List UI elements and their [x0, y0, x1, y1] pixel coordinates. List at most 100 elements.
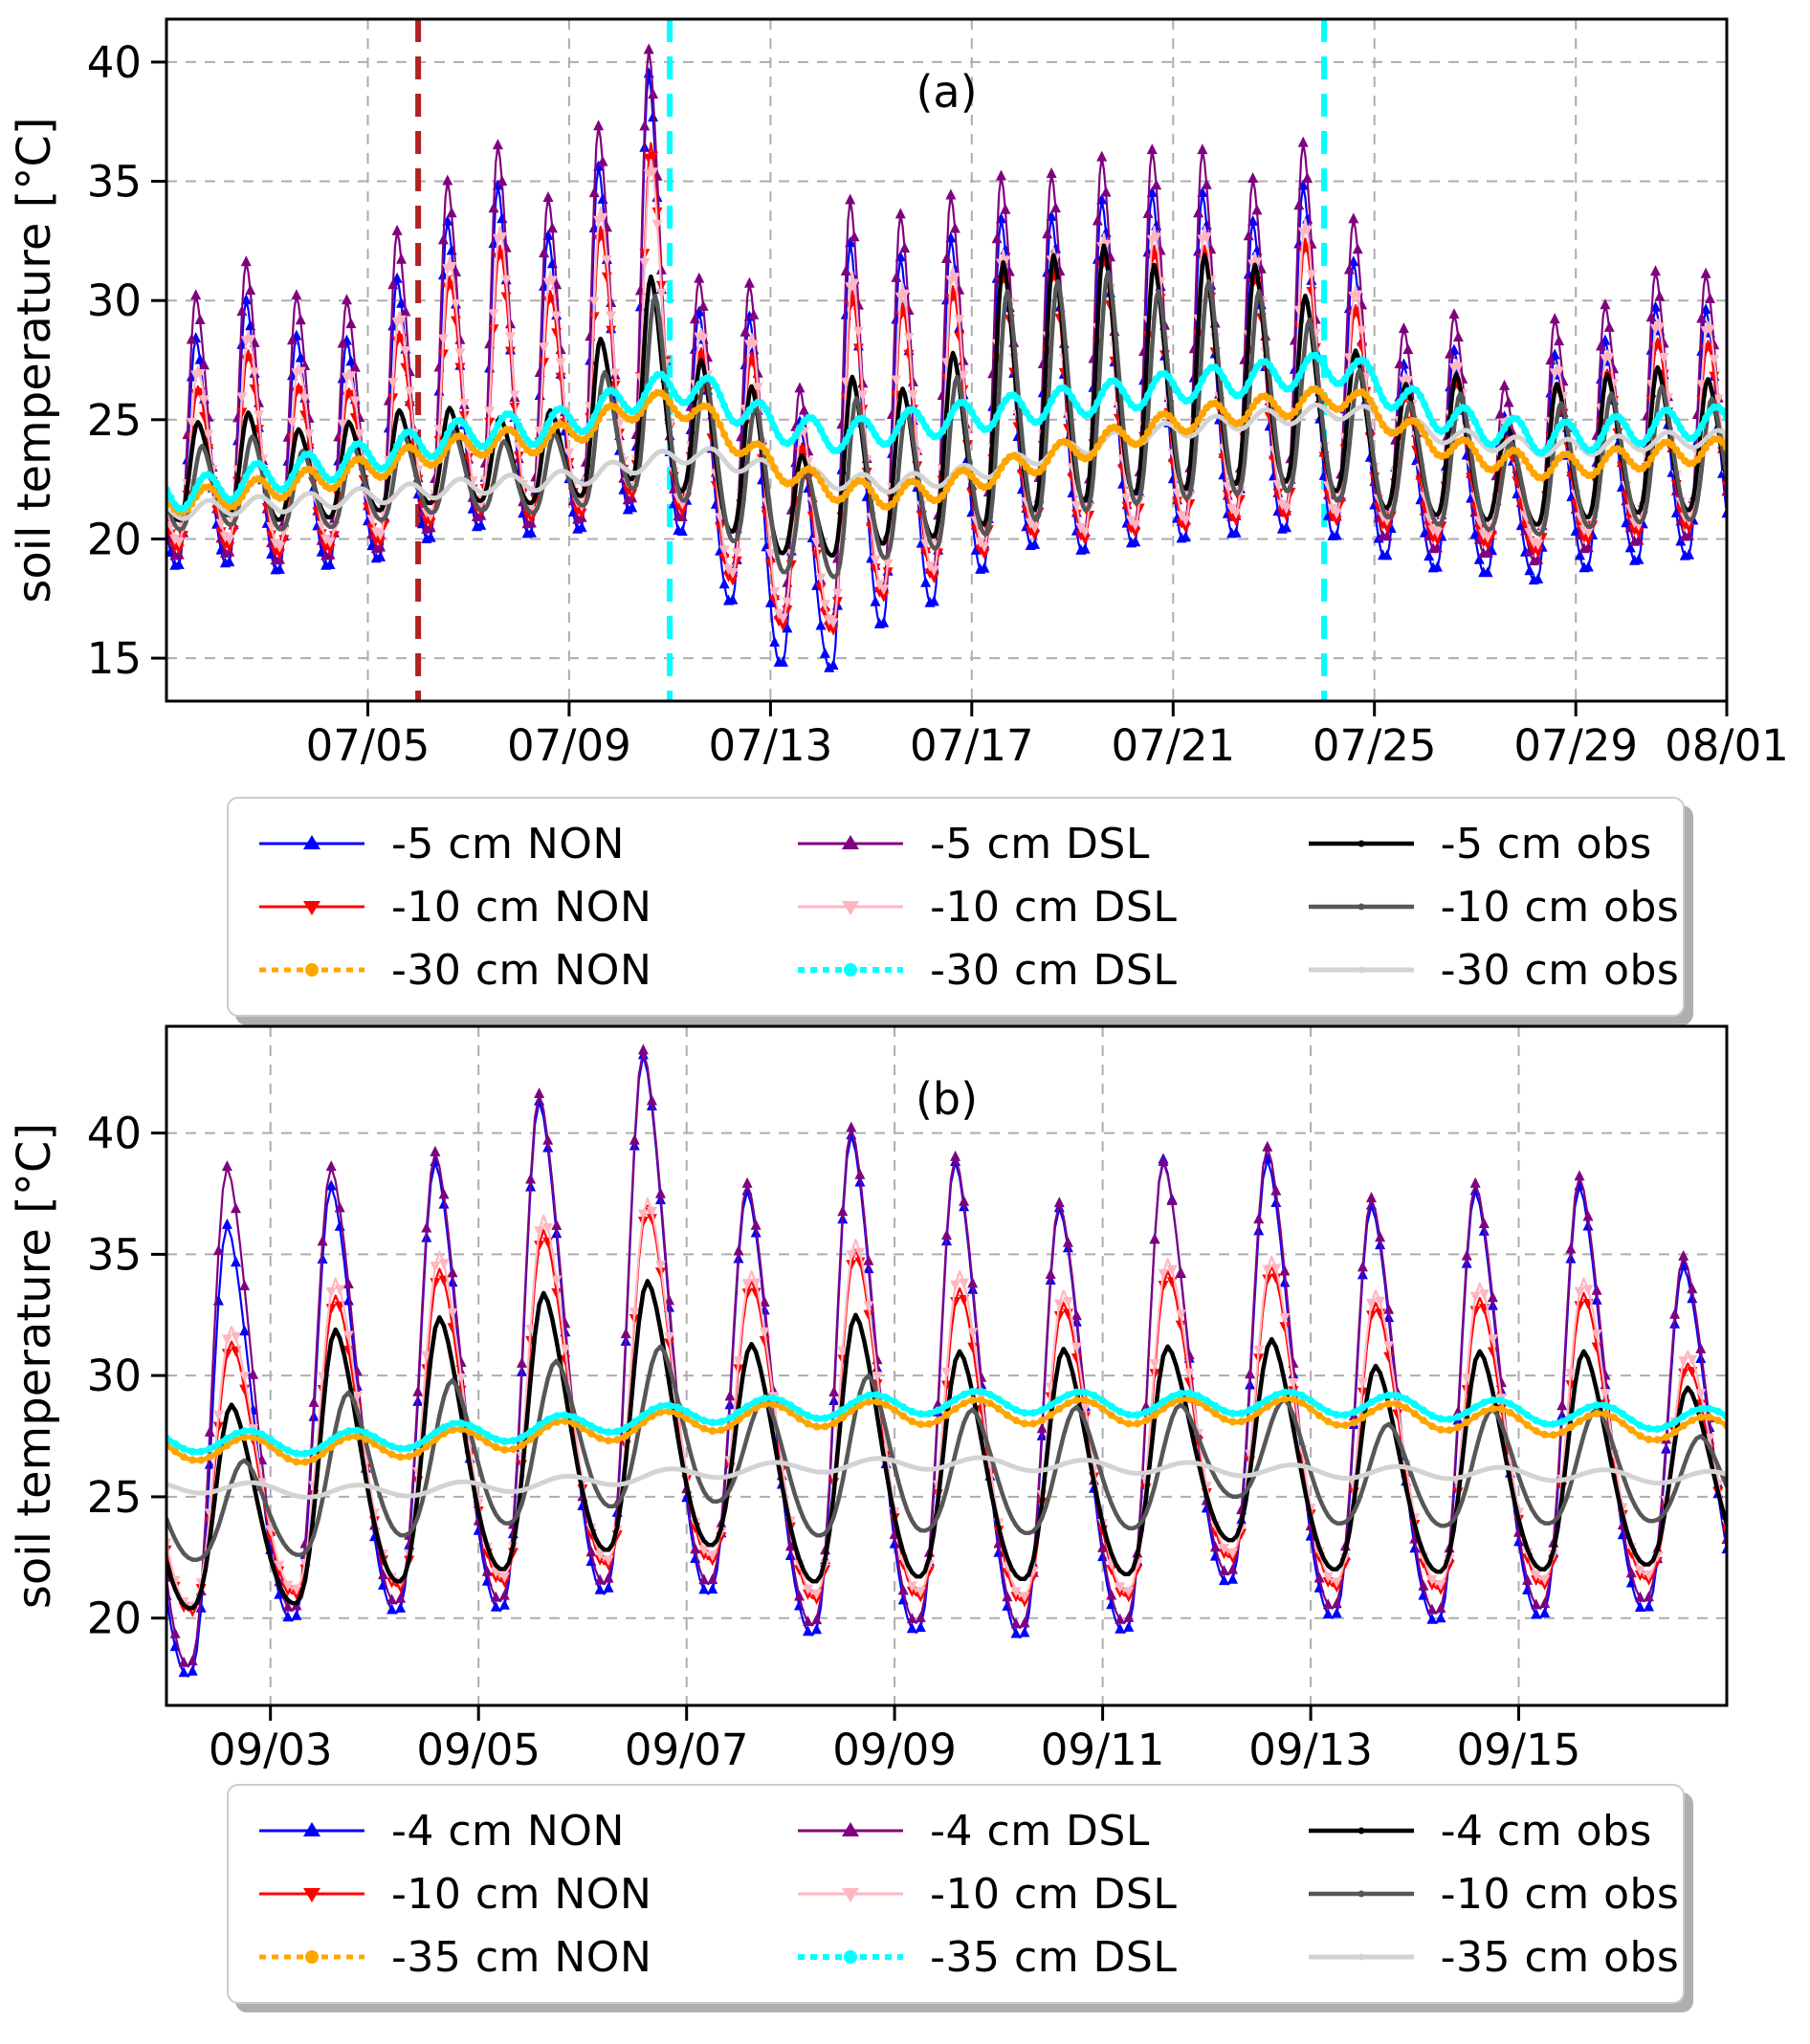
legend-sample-10-cm-dsl — [798, 1888, 904, 1902]
y-tick-label: 25 — [87, 395, 142, 446]
x-tick-label: 09/03 — [209, 1725, 333, 1775]
legend-panel-a: -5 cm NON -5 cm DSL -5 cm obs -10 cm NON -10… — [227, 797, 1685, 1017]
legend-item-35-cm-non: -35 cm NON — [255, 1933, 794, 1982]
dot-icon — [1358, 966, 1365, 974]
series-group — [166, 43, 1727, 672]
tick-marks — [151, 1132, 1520, 1721]
triangle-up-icon — [842, 835, 860, 849]
x-tick-label: 09/05 — [416, 1725, 541, 1775]
legend-label: -5 cm obs — [1440, 819, 1652, 868]
legend-item-35-cm-dsl: -35 cm DSL — [794, 1933, 1305, 1982]
legend-item-10-cm-obs: -10 cm obs — [1305, 883, 1679, 932]
series-line-4-cm-dsl — [166, 1049, 1727, 1668]
legend-item-4-cm-dsl: -4 cm DSL — [794, 1807, 1305, 1856]
series-line-4-cm-obs — [166, 1279, 1727, 1611]
legend-item-5-cm-dsl: -5 cm DSL — [794, 820, 1305, 868]
legend-sample-10-cm-obs — [1308, 1890, 1414, 1898]
legend-panel-b: -4 cm NON -4 cm DSL -4 cm obs -10 cm NON -10… — [227, 1784, 1685, 2004]
y-tick-label: 25 — [87, 1472, 142, 1523]
legend-sample-10-cm-dsl — [798, 901, 904, 915]
legend-label: -4 cm DSL — [930, 1806, 1150, 1856]
tick-labels: 07/05 07/09 07/13 07/17 07/21 07/25 07/29 08/01… — [87, 37, 1789, 771]
legend-label: -10 cm obs — [1440, 882, 1680, 932]
plot-border — [165, 1024, 1729, 1707]
x-tick-label: 07/05 — [306, 720, 430, 771]
dot-icon — [1358, 903, 1365, 911]
triangle-down-icon — [303, 1888, 320, 1902]
circle-icon — [844, 1950, 858, 1964]
panel-title: (a) — [916, 66, 977, 118]
legend-sample-30-cm-dsl — [798, 963, 904, 977]
x-tick-label: 07/25 — [1313, 720, 1437, 771]
x-tick-label: 07/09 — [507, 720, 631, 771]
y-tick-label: 35 — [87, 1229, 142, 1280]
triangle-up-icon — [842, 1822, 860, 1836]
dot-icon — [1358, 1890, 1365, 1898]
legend-label: -5 cm NON — [391, 819, 625, 868]
legend-sample-5-cm-non — [259, 835, 364, 849]
dot-icon — [1358, 1827, 1365, 1835]
legend-sample-4-cm-obs — [1308, 1827, 1414, 1835]
legend-label: -35 cm DSL — [930, 1932, 1178, 1982]
y-tick-label: 20 — [87, 515, 142, 565]
legend-sample-30-cm-obs — [1308, 966, 1414, 974]
x-tick-label: 09/15 — [1457, 1725, 1581, 1775]
series-markers-30-cm-non — [166, 385, 1727, 516]
x-tick-label: 08/01 — [1665, 720, 1789, 771]
y-axis-label: soil temperature [°C] — [8, 1123, 61, 1609]
legend-label: -10 cm NON — [391, 1869, 652, 1919]
triangle-up-icon — [303, 1822, 320, 1836]
legend-label: -30 cm obs — [1440, 945, 1680, 995]
legend-sample-35-cm-dsl — [798, 1950, 904, 1964]
x-tick-label: 09/07 — [625, 1725, 749, 1775]
series-markers-35-cm-obs — [166, 1455, 1727, 1500]
legend-item-30-cm-dsl: -30 cm DSL — [794, 946, 1305, 995]
y-tick-label: 35 — [87, 157, 142, 208]
circle-icon — [305, 963, 319, 977]
legend-sample-10-cm-non — [259, 901, 364, 915]
legend-item-30-cm-non: -30 cm NON — [255, 946, 794, 995]
x-tick-label: 09/13 — [1248, 1725, 1373, 1775]
legend-label: -10 cm NON — [391, 882, 652, 932]
series-markers-4-cm-dsl — [166, 1044, 1727, 1667]
legend-item-10-cm-obs: -10 cm obs — [1305, 1870, 1679, 1919]
x-tick-label: 07/21 — [1111, 720, 1235, 771]
x-tick-label: 09/11 — [1041, 1725, 1165, 1775]
triangle-down-icon — [842, 901, 860, 915]
chart-panel-b: 09/03 09/05 09/07 09/09 09/11 09/13 09/15 20 25 3… — [8, 1024, 1729, 1775]
legend-label: -5 cm DSL — [930, 819, 1150, 868]
series-markers-35-cm-dsl — [166, 1388, 1727, 1458]
legend-item-5-cm-non: -5 cm NON — [255, 820, 794, 868]
legend-sample-30-cm-non — [259, 963, 364, 977]
circle-icon — [844, 963, 858, 977]
tick-marks — [151, 60, 1729, 716]
x-tick-label: 07/29 — [1513, 720, 1638, 771]
series-markers-10-cm-obs — [166, 277, 1727, 580]
circle-icon — [305, 1950, 319, 1964]
legend-sample-4-cm-non — [259, 1822, 364, 1836]
legend-sample-10-cm-obs — [1308, 903, 1414, 911]
legend-label: -10 cm obs — [1440, 1869, 1680, 1919]
legend-sample-4-cm-dsl — [798, 1822, 904, 1836]
series-group — [166, 1044, 1727, 1678]
legend-item-10-cm-dsl: -10 cm DSL — [794, 1870, 1305, 1919]
legend-label: -4 cm obs — [1440, 1806, 1652, 1856]
series-markers-10-cm-dsl — [166, 167, 1727, 629]
triangle-down-icon — [303, 901, 320, 915]
legend-label: -35 cm obs — [1440, 1932, 1680, 1982]
y-tick-label: 15 — [87, 633, 142, 684]
legend-label: -30 cm NON — [391, 945, 652, 995]
legend-sample-5-cm-obs — [1308, 840, 1414, 847]
legend-label: -10 cm DSL — [930, 882, 1178, 932]
legend-item-10-cm-non: -10 cm NON — [255, 1870, 794, 1919]
legend-sample-35-cm-non — [259, 1950, 364, 1964]
x-tick-label: 09/09 — [832, 1725, 957, 1775]
y-tick-label: 30 — [87, 275, 142, 326]
legend-label: -30 cm DSL — [930, 945, 1178, 995]
y-axis-label: soil temperature [°C] — [8, 117, 61, 603]
plot-border — [165, 17, 1729, 703]
legend-label: -4 cm NON — [391, 1806, 625, 1856]
chart-panel-a: 07/05 07/09 07/13 07/17 07/21 07/25 07/29 08/01… — [8, 17, 1789, 771]
x-tick-label: 07/13 — [709, 720, 833, 771]
